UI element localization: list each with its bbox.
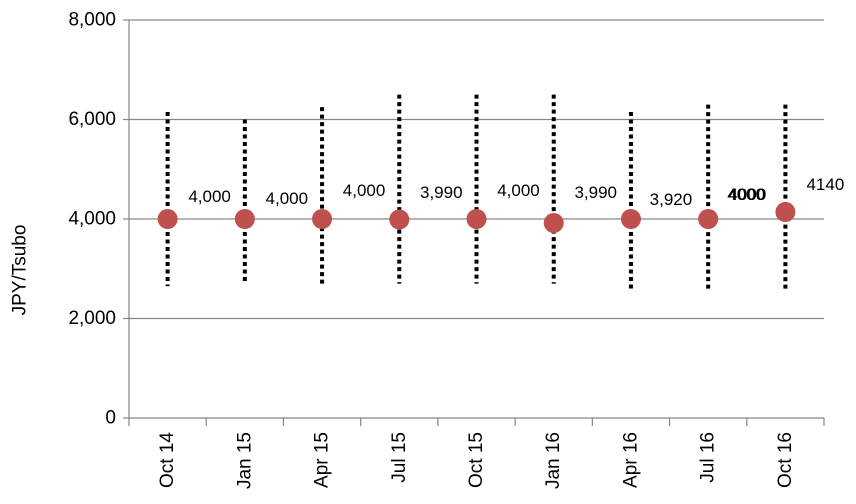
- x-tick-label: Jul 15: [389, 432, 410, 483]
- x-tick-label: Oct 15: [466, 432, 487, 488]
- x-tick-label: Jan 15: [234, 432, 255, 489]
- data-label: 4,000: [497, 181, 540, 200]
- data-label: 4000: [727, 185, 765, 204]
- data-point: [389, 209, 410, 230]
- axes: [123, 19, 825, 426]
- data-point: [620, 209, 641, 229]
- x-tick-label: Jan 16: [543, 432, 564, 489]
- y-tick-label: 6,000: [68, 109, 116, 130]
- data-label: 4000: [728, 185, 766, 204]
- x-tick-label: Apr 16: [620, 432, 641, 488]
- data-label: 4,000: [266, 189, 309, 208]
- x-tick-label: Oct 14: [157, 432, 178, 488]
- data-point: [466, 209, 487, 229]
- grid-lines: [129, 19, 824, 320]
- x-tick-label: Jul 16: [698, 432, 719, 483]
- y-tick-labels: 0 2,000 4,000 6,000 8,000: [68, 10, 116, 429]
- data-label: 4,000: [188, 187, 231, 206]
- range-bars: [165, 94, 788, 292]
- data-point: [698, 209, 719, 229]
- data-label: 3,990: [574, 183, 617, 202]
- x-tick-label: Apr 15: [312, 432, 333, 488]
- data-point: [157, 209, 178, 229]
- y-tick-label: 2,000: [68, 308, 116, 329]
- x-tick-labels: Oct 14 Jan 15 Apr 15 Jul 15 Oct 15 Jan 16 Apr …: [157, 432, 796, 489]
- data-point: [543, 212, 564, 233]
- data-point: [312, 209, 333, 229]
- x-tick-label: Oct 16: [775, 432, 796, 488]
- data-label: 3,920: [650, 190, 693, 209]
- data-label: 3,990: [420, 183, 463, 202]
- data-point: [775, 202, 796, 223]
- data-point: [234, 209, 255, 229]
- y-tick-label: 0: [105, 408, 116, 429]
- y-tick-label: 8,000: [68, 10, 116, 31]
- data-points: [157, 202, 796, 233]
- y-axis-title: JPY/Tsubo: [10, 225, 31, 316]
- data-label: 4,000: [343, 181, 386, 200]
- y-tick-label: 4,000: [68, 209, 116, 230]
- data-label: 4140: [806, 175, 844, 194]
- data-labels: 4,000 4,000 4,000 3,990 4,000 3,990 3,920 4000 4…: [188, 175, 844, 209]
